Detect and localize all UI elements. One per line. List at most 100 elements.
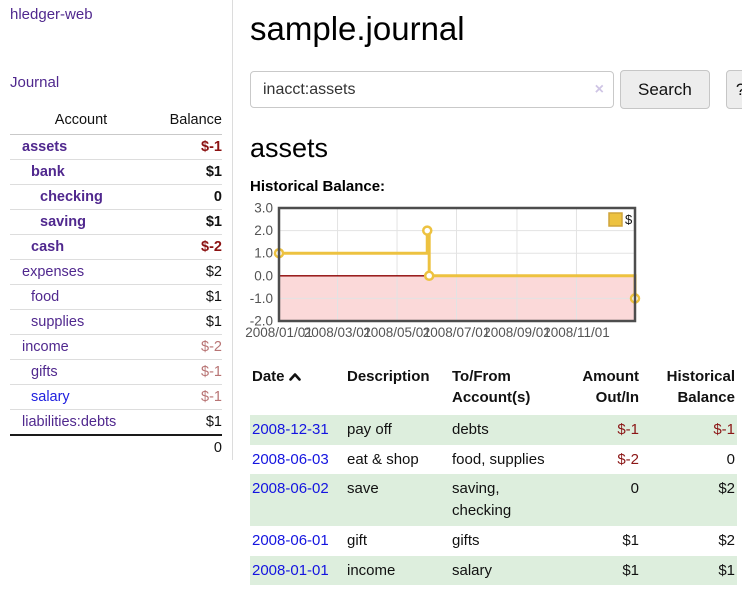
register-header-date-label: Date	[252, 368, 285, 386]
svg-text:1.0: 1.0	[254, 246, 273, 261]
register-row: 2008-06-03 eat & shop food, supplies $-2…	[250, 445, 737, 475]
register-date-link[interactable]: 2008-06-02	[252, 480, 329, 498]
account-link-cash[interactable]: cash	[31, 239, 65, 255]
register-amount: $-1	[617, 420, 639, 438]
account-balance: $-2	[152, 334, 222, 360]
account-balance: $1	[152, 309, 222, 335]
register-accounts: salary	[452, 561, 493, 579]
register-date-link[interactable]: 2008-12-31	[252, 420, 329, 438]
svg-text:2008/05/01: 2008/05/01	[363, 325, 431, 340]
register-table: Date Description To/From Account(s) Amoun…	[250, 365, 737, 586]
search-input[interactable]	[250, 71, 614, 109]
sort-asc-icon	[288, 367, 301, 387]
register-row: 2008-06-01 gift gifts $1 $2	[250, 526, 737, 556]
svg-text:0.0: 0.0	[254, 269, 273, 284]
accounts-header-account: Account	[10, 109, 152, 135]
account-link-assets[interactable]: assets	[22, 139, 68, 155]
account-row: expenses $2	[10, 259, 222, 285]
account-balance: $-1	[152, 384, 222, 410]
account-link-gifts[interactable]: gifts	[31, 364, 58, 380]
chart-title: Historical Balance:	[250, 178, 386, 196]
account-balance: $1	[152, 284, 222, 310]
account-link-income[interactable]: income	[22, 339, 69, 355]
account-row: income $-2	[10, 334, 222, 360]
svg-text:-2.0: -2.0	[250, 314, 273, 329]
register-description: pay off	[347, 420, 392, 438]
register-balance: $-1	[713, 420, 735, 438]
accounts-total-balance: 0	[213, 440, 222, 456]
account-row: supplies $1	[10, 309, 222, 335]
account-row: gifts $-1	[10, 359, 222, 385]
accounts-header-balance: Balance	[152, 109, 222, 135]
account-balance: $1	[152, 409, 222, 436]
register-date-link[interactable]: 2008-06-01	[252, 531, 329, 549]
register-balance: $2	[718, 480, 735, 498]
account-balance: $2	[152, 259, 222, 285]
register-header-description: Description	[347, 368, 430, 386]
svg-text:2008/07/01: 2008/07/01	[423, 325, 491, 340]
register-date-link[interactable]: 2008-01-01	[252, 561, 329, 579]
account-row: assets $-1	[10, 134, 222, 160]
register-amount: $1	[622, 531, 639, 549]
register-row: 2008-06-02 save saving, checking 0 $2	[250, 474, 737, 526]
account-link-checking[interactable]: checking	[40, 189, 103, 205]
account-link-supplies[interactable]: supplies	[31, 314, 85, 330]
account-link-expenses[interactable]: expenses	[22, 264, 85, 280]
svg-text:2008/03/01: 2008/03/01	[304, 325, 372, 340]
register-description: eat & shop	[347, 450, 419, 468]
register-description: gift	[347, 531, 368, 549]
register-row: 2008-01-01 income salary $1 $1	[250, 555, 737, 586]
register-amount: $1	[622, 561, 639, 579]
accounts-total-row: 0	[10, 435, 222, 460]
account-link-liabilities-debts[interactable]: liabilities:debts	[22, 414, 117, 430]
register-header-row: Date Description To/From Account(s) Amoun…	[250, 365, 737, 415]
register-header-accounts: To/From Account(s)	[452, 368, 531, 406]
register-header-balance: Historical Balance	[666, 368, 735, 406]
account-link-salary[interactable]: salary	[31, 389, 70, 405]
account-row: salary $-1	[10, 384, 222, 410]
account-row: liabilities:debts $1	[10, 409, 222, 436]
register-header-amount: Amount Out/In	[582, 368, 639, 406]
search-form: × Search ?	[250, 70, 742, 110]
register-accounts: food, supplies	[452, 450, 545, 468]
sidebar: hledger-web Journal Account Balance asse…	[0, 0, 233, 460]
svg-text:2008/09/01: 2008/09/01	[483, 325, 551, 340]
register-accounts: saving, checking	[452, 480, 512, 519]
search-help-button[interactable]: ?	[725, 70, 742, 110]
app-title-link[interactable]: hledger-web	[10, 6, 93, 23]
svg-text:2.0: 2.0	[254, 223, 273, 238]
account-heading: assets	[250, 133, 329, 164]
register-amount: $-2	[617, 450, 639, 468]
account-row: checking 0	[10, 184, 222, 210]
register-balance: $1	[718, 561, 735, 579]
svg-text:-1.0: -1.0	[250, 291, 273, 306]
account-link-saving[interactable]: saving	[40, 214, 86, 230]
register-header-date[interactable]: Date	[250, 365, 345, 415]
register-balance: 0	[726, 450, 735, 468]
accounts-header-row: Account Balance	[10, 109, 222, 135]
register-balance: $2	[718, 531, 735, 549]
account-row: bank $1	[10, 159, 222, 185]
sidebar-item-journal[interactable]: Journal	[10, 74, 60, 91]
register-date-link[interactable]: 2008-06-03	[252, 450, 329, 468]
account-link-food[interactable]: food	[31, 289, 60, 305]
accounts-table: Account Balance assets $-1 bank $1 check…	[10, 109, 222, 460]
main-content: sample.journal × Search ? assets Histori…	[233, 0, 742, 605]
register-accounts: gifts	[452, 531, 480, 549]
account-balance: $1	[152, 209, 222, 235]
register-description: income	[347, 561, 396, 579]
account-balance: $-1	[152, 359, 222, 385]
register-row: 2008-12-31 pay off debts $-1 $-1	[250, 414, 737, 445]
account-link-bank[interactable]: bank	[31, 164, 65, 180]
svg-text:$: $	[625, 212, 633, 227]
clear-search-icon[interactable]: ×	[594, 81, 604, 99]
register-amount: 0	[630, 480, 639, 498]
account-balance: $-2	[152, 234, 222, 260]
account-balance: $-1	[152, 134, 222, 160]
account-row: food $1	[10, 284, 222, 310]
register-accounts: debts	[452, 420, 489, 438]
svg-text:2008/11/01: 2008/11/01	[543, 325, 610, 340]
account-row: cash $-2	[10, 234, 222, 260]
search-button[interactable]: Search	[620, 70, 710, 110]
